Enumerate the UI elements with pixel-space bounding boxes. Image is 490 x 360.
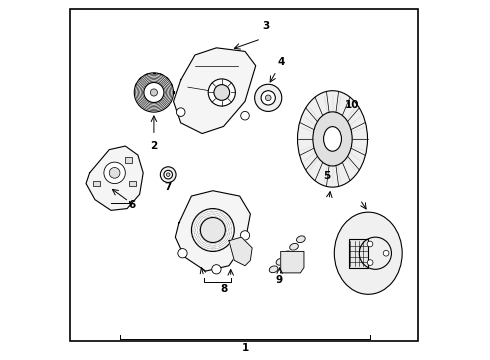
Circle shape [212,265,221,274]
Text: 2: 2 [150,141,157,151]
Circle shape [192,208,234,251]
Ellipse shape [296,236,305,243]
Polygon shape [173,48,256,134]
Text: 6: 6 [129,200,136,210]
Text: 9: 9 [275,275,283,285]
Circle shape [255,84,282,111]
Circle shape [134,73,173,112]
Ellipse shape [290,243,298,250]
Circle shape [261,91,275,105]
Text: 3: 3 [263,21,270,31]
Polygon shape [175,191,250,271]
Ellipse shape [283,251,292,258]
Circle shape [266,95,271,101]
Circle shape [104,162,125,184]
Text: 1: 1 [242,343,248,353]
Circle shape [368,260,373,265]
Circle shape [144,82,164,103]
Text: 8: 8 [220,284,227,294]
Text: 7: 7 [165,182,172,192]
Circle shape [208,79,235,106]
Ellipse shape [297,91,368,187]
FancyBboxPatch shape [129,181,136,186]
Circle shape [164,170,172,179]
Polygon shape [281,251,304,273]
Ellipse shape [269,266,278,273]
Circle shape [241,231,249,240]
Circle shape [150,89,157,96]
FancyBboxPatch shape [348,239,368,267]
Circle shape [214,85,230,100]
Ellipse shape [334,212,402,294]
Polygon shape [229,237,252,266]
Polygon shape [86,146,143,210]
Ellipse shape [323,127,342,151]
FancyBboxPatch shape [93,181,100,186]
Circle shape [383,250,389,256]
FancyBboxPatch shape [70,9,418,341]
Text: 10: 10 [345,100,360,110]
Circle shape [167,173,170,176]
Circle shape [176,108,185,116]
Circle shape [178,249,187,258]
Circle shape [241,111,249,120]
Circle shape [200,217,225,243]
FancyBboxPatch shape [125,157,132,163]
Circle shape [160,167,176,183]
Ellipse shape [313,112,352,166]
Circle shape [109,167,120,178]
Text: 4: 4 [277,57,284,67]
Circle shape [367,241,373,247]
Ellipse shape [276,258,285,265]
Text: 5: 5 [323,171,331,181]
